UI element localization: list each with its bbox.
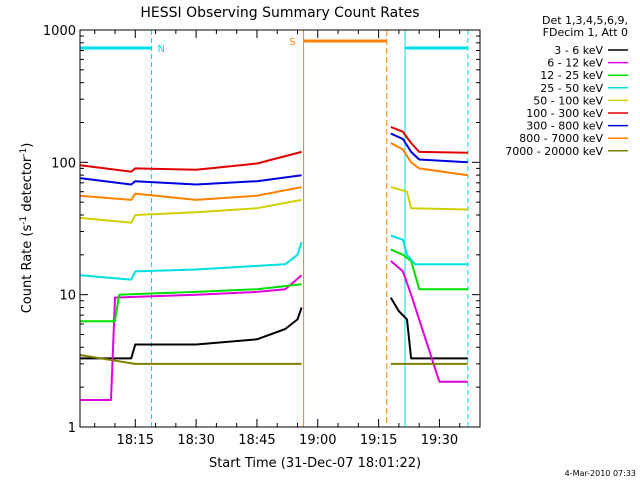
x-tick-label: 18:45 — [238, 433, 275, 448]
series-layer — [79, 126, 468, 401]
y-tick-label: 10 — [59, 289, 76, 304]
y-label-part3: ) — [20, 143, 35, 148]
x-tick-label: 19:00 — [299, 433, 336, 448]
y-label-part2: detector — [20, 156, 35, 216]
y-tick-label: 1 — [68, 421, 76, 436]
y-label-sup1: -1 — [19, 216, 29, 225]
legend-label: 3 - 6 keV — [554, 44, 603, 57]
legend-label: 25 - 50 keV — [540, 82, 603, 95]
timestamp: 4-Mar-2010 07:33 — [565, 469, 636, 478]
y-axis-label: Count Rate (s-1 detector-1) — [19, 143, 35, 314]
axes: 1 10 100 1000 18:15 18:30 18:45 19:00 19:15 19:30 — [43, 24, 481, 448]
legend-label: 7000 - 20000 keV — [505, 145, 603, 158]
series-line-1 — [80, 297, 468, 360]
legend-label: 100 - 300 keV — [526, 107, 603, 120]
legend-label: 800 - 7000 keV — [519, 132, 603, 145]
series-line-2 — [80, 260, 468, 401]
saa-label: S — [289, 37, 295, 48]
chart-title: HESSI Observing Summary Count Rates — [140, 5, 419, 21]
series-line-6 — [79, 126, 468, 173]
y-tick-label: 1000 — [43, 24, 76, 39]
legend: Det 1,3,4,5,6,9,FDecim 1, Att 0 3 - 6 keV… — [505, 14, 628, 158]
y-label-sup2: -1 — [19, 148, 29, 157]
x-tick-label: 18:30 — [177, 433, 214, 448]
y-tick-label: 100 — [51, 156, 76, 171]
series-line-9 — [79, 354, 468, 365]
legend-label: 300 - 800 keV — [526, 120, 603, 133]
x-tick-label: 19:30 — [421, 433, 458, 448]
night-label: N — [158, 44, 165, 55]
x-tick-label: 18:15 — [117, 433, 154, 448]
y-label-part1: Count Rate (s — [20, 225, 35, 314]
legend-header-line: Det 1,3,4,5,6,9, — [542, 14, 628, 27]
series-line-4 — [79, 234, 468, 281]
series-line-7 — [79, 132, 468, 186]
legend-label: 12 - 25 keV — [540, 69, 603, 82]
legend-header-line: FDecim 1, Att 0 — [543, 26, 628, 39]
x-tick-label: 19:15 — [360, 433, 397, 448]
plot-frame — [79, 29, 481, 428]
legend-label: 50 - 100 keV — [533, 94, 603, 107]
series-line-5 — [79, 186, 468, 224]
legend-label: 6 - 12 keV — [547, 57, 603, 70]
x-axis-label: Start Time (31-Dec-07 18:01:22) — [209, 456, 421, 471]
series-line-8 — [79, 142, 468, 201]
